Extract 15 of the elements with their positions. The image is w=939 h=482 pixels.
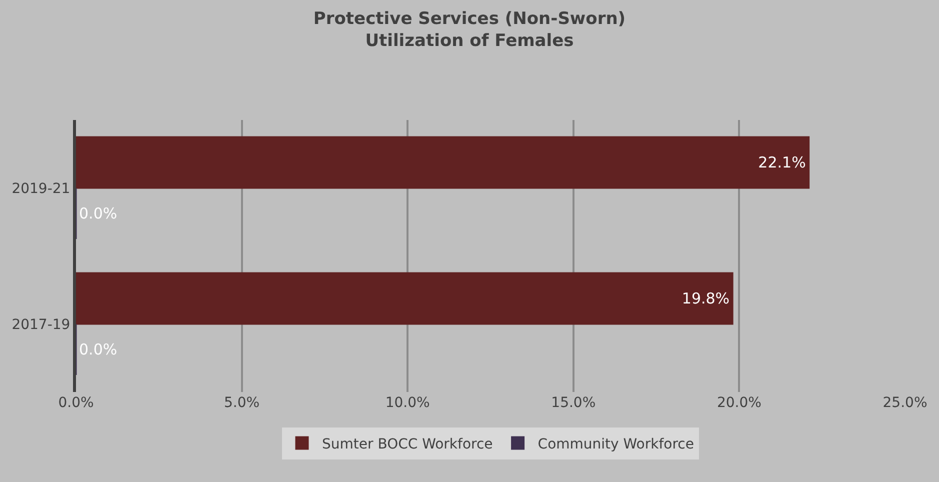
x-tick-label: 5.0% [224, 395, 260, 411]
data-label: 0.0% [79, 340, 118, 358]
x-tick-label: 0.0% [58, 395, 94, 411]
x-tick-label: 15.0% [551, 395, 596, 411]
data-label: 0.0% [79, 204, 118, 222]
legend-label: Sumter BOCC Workforce [322, 436, 493, 452]
x-tick-label: 20.0% [716, 395, 762, 411]
y-tick-label: 2017-19 [12, 316, 70, 333]
chart-title: Protective Services (Non-Sworn) Utilization of Females [313, 9, 626, 52]
y-tick-label: 2019-21 [12, 180, 70, 197]
data-label: 22.1% [758, 154, 806, 172]
data-label: 19.8% [682, 290, 730, 308]
legend-label: Community Workforce [538, 436, 694, 452]
x-tick-label: 25.0% [882, 395, 928, 411]
x-tick-label: 10.0% [385, 395, 430, 411]
